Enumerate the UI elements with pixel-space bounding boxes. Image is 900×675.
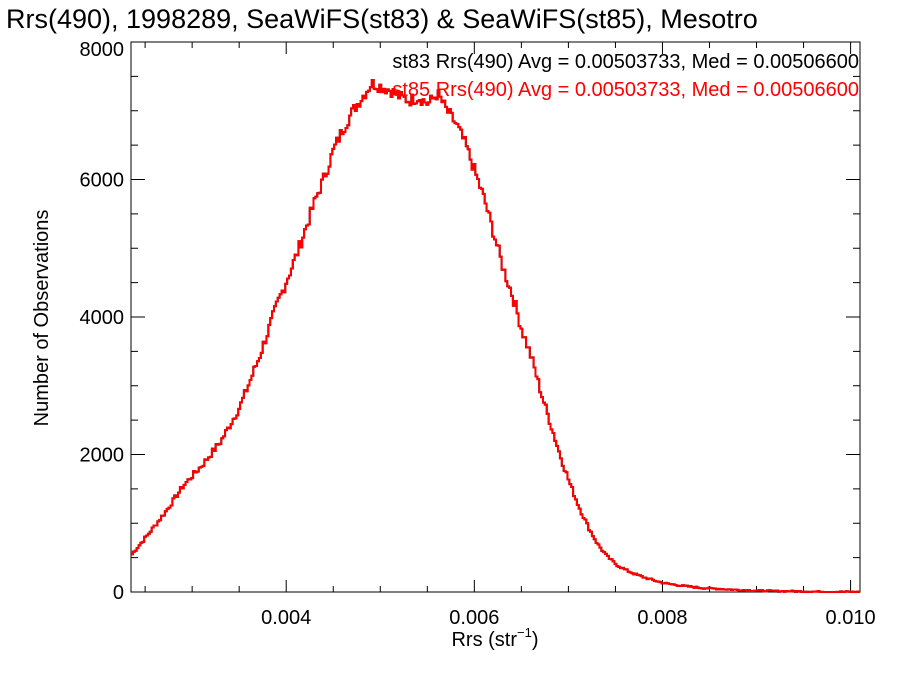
legend-entry-st83: st83 Rrs(490) Avg = 0.00503733, Med = 0.…	[392, 51, 859, 73]
axis-ticks	[131, 41, 860, 593]
y-tick-labels: 0 2000 4000 6000 8000	[80, 39, 125, 604]
y-tick-label: 4000	[80, 307, 125, 329]
x-axis-label-main: Rrs (str	[451, 629, 517, 651]
plot-frame	[130, 41, 861, 593]
series-lines	[131, 79, 861, 593]
legend-entry-st85: st85 Rrs(490) Avg = 0.00503733, Med = 0.…	[392, 79, 859, 101]
x-tick-label: 0.006	[449, 607, 499, 629]
series-line-st85	[131, 79, 861, 593]
x-tick-label: 0.008	[637, 607, 687, 629]
y-axis-label: Number of Observations	[31, 210, 53, 427]
x-tick-label: 0.010	[826, 607, 876, 629]
y-tick-label: 2000	[80, 445, 125, 467]
y-tick-label: 0	[113, 582, 124, 604]
y-tick-label: 6000	[80, 170, 125, 192]
x-axis-label-superscript: −1	[517, 625, 532, 640]
plot-area	[130, 41, 861, 593]
x-tick-label: 0.004	[261, 607, 311, 629]
x-axis-label: Rrs (str−1)	[451, 625, 538, 651]
chart-title: Rrs(490), 1998289, SeaWiFS(st83) & SeaWi…	[6, 4, 758, 34]
x-axis-label-close: )	[532, 629, 539, 651]
y-tick-label: 8000	[80, 39, 125, 61]
x-tick-labels: 0.004 0.006 0.008 0.010	[261, 607, 875, 629]
series-line-st83	[131, 79, 861, 593]
